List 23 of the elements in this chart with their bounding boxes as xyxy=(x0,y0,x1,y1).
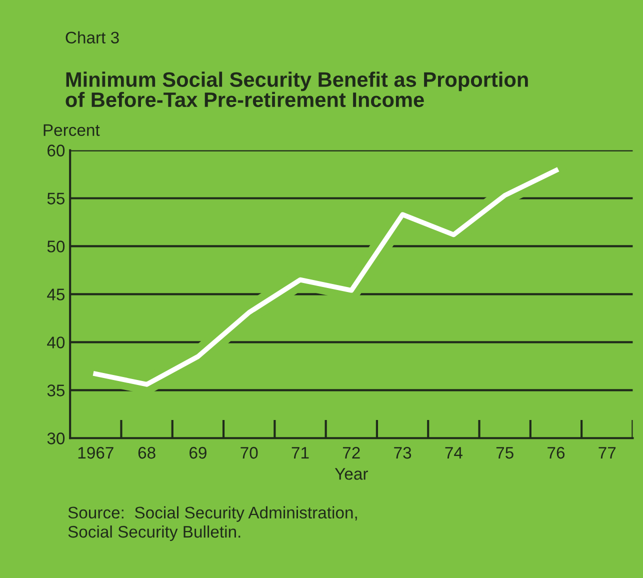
y-tick-label: 30 xyxy=(47,432,65,444)
x-tick-label: 72 xyxy=(342,446,360,459)
chart-title: Minimum Social Security Benefit as Proportion of Before-Tax Pre-retirement Income xyxy=(66,72,528,108)
caption: Chart 3 xyxy=(66,31,119,44)
x-tick-label: 71 xyxy=(292,447,309,459)
x-tick-label: 1967 xyxy=(78,446,114,459)
y-tick-label: 35 xyxy=(47,384,65,396)
x-tick-label: 76 xyxy=(548,446,565,459)
y-tick-label: 40 xyxy=(47,336,65,348)
x-tick-label: 77 xyxy=(598,447,616,459)
y-tick-label: 45 xyxy=(47,288,65,300)
x-tick-label: 74 xyxy=(445,447,462,459)
y-tick-label: 50 xyxy=(47,240,65,252)
x-tick-label: 70 xyxy=(240,446,258,459)
source-note: Source: Social Security Administration, Social Security Bulletin. xyxy=(68,506,357,541)
x-tick-label: 75 xyxy=(496,447,514,459)
y-tick-label: 60 xyxy=(48,144,65,156)
x-tick-label: 68 xyxy=(138,446,156,459)
y-axis-title: Percent xyxy=(44,124,100,136)
x-axis-title: Year xyxy=(334,468,368,480)
y-tick-label: 55 xyxy=(47,192,65,204)
x-tick-label: 69 xyxy=(190,446,206,459)
x-tick-label: 73 xyxy=(394,446,412,459)
